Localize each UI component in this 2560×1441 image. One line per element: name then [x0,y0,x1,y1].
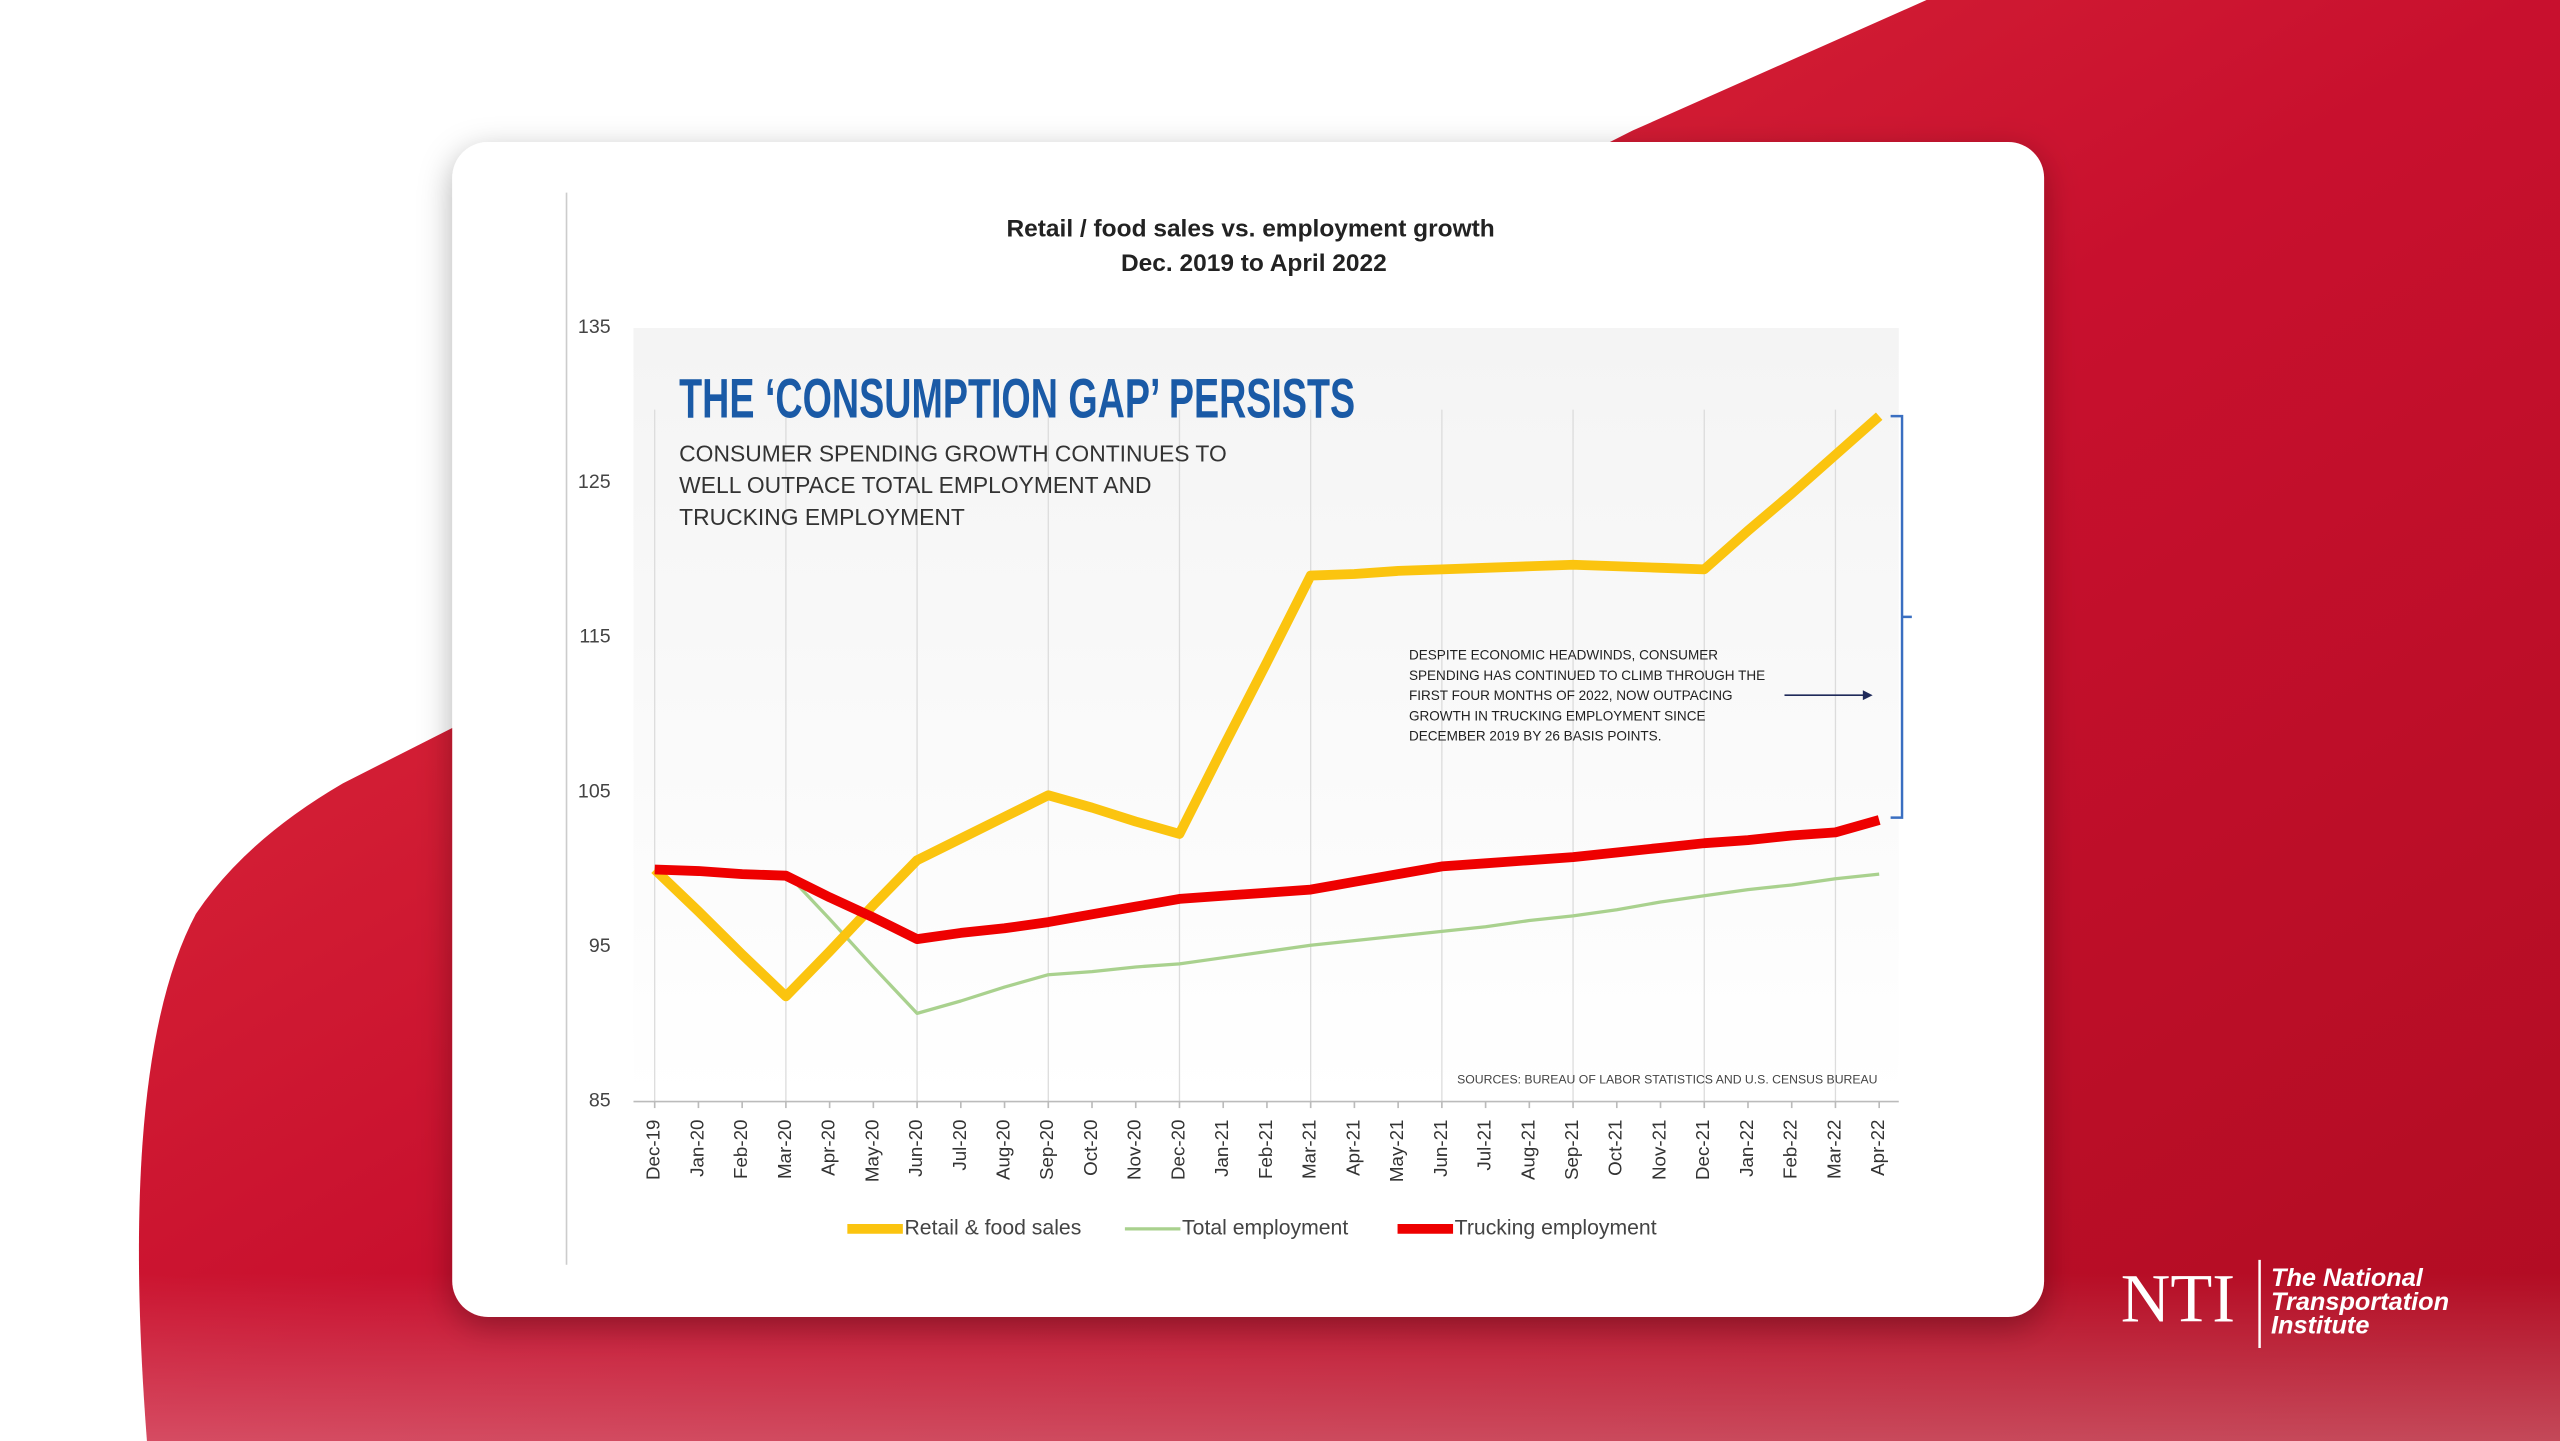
subhead-line: WELL OUTPACE TOTAL EMPLOYMENT AND [679,472,1151,498]
x-tick-label: Nov-20 [1124,1120,1145,1180]
logo-name: Institute [2271,1311,2369,1339]
note-arrowhead [1862,690,1873,701]
x-tick-label: Aug-20 [992,1120,1013,1181]
x-tick-label: Jan-22 [1736,1120,1757,1177]
x-tick-label: Mar-20 [774,1120,795,1179]
x-tick-label: Dec-20 [1167,1120,1188,1180]
plot-area [633,328,1899,1102]
x-tick-label: Sep-21 [1561,1120,1582,1181]
y-tick-label: 135 [578,316,611,338]
legend-label: Retail & food sales [904,1216,1081,1239]
note-line: SPENDING HAS CONTINUED TO CLIMB THROUGH … [1409,668,1765,683]
subhead-line: TRUCKING EMPLOYMENT [679,504,965,530]
x-tick-label: Aug-21 [1517,1120,1538,1181]
series-line [654,815,1881,945]
x-tick-label: Jan-20 [686,1120,707,1177]
x-tick-label: Oct-20 [1080,1120,1101,1176]
gap-bracket [1890,414,1912,819]
series-line [651,412,1883,1002]
subhead-line: CONSUMER SPENDING GROWTH CONTINUES TO [679,440,1227,466]
chart-subtitle: Dec. 2019 to April 2022 [1121,250,1387,277]
x-tick-label: Mar-22 [1823,1120,1844,1179]
legend-label: Trucking employment [1455,1216,1657,1239]
note-line: GROWTH IN TRUCKING EMPLOYMENT SINCE [1409,708,1706,723]
legend-label: Total employment [1182,1216,1348,1239]
x-tick-label: Nov-21 [1648,1120,1669,1180]
x-tick-label: Mar-21 [1299,1120,1320,1179]
note-line: DESPITE ECONOMIC HEADWINDS, CONSUMER [1409,648,1718,663]
note-line: DECEMBER 2019 BY 26 BASIS POINTS. [1409,729,1661,744]
chart-title: Retail / food sales vs. employment growt… [1006,216,1494,243]
x-tick-label: Sep-20 [1036,1120,1057,1181]
x-tick-label: Jul-20 [949,1120,970,1171]
x-tick-label: Apr-20 [818,1120,839,1176]
x-tick-label: Feb-22 [1780,1120,1801,1179]
x-tick-label: Feb-21 [1255,1120,1276,1179]
x-tick-label: Oct-21 [1605,1120,1626,1176]
logo-name: Transportation [2271,1288,2449,1316]
x-tick-label: Jun-21 [1430,1120,1451,1177]
logo-mark: NTI [2121,1260,2235,1336]
note-line: FIRST FOUR MONTHS OF 2022, NOW OUTPACING [1409,688,1733,703]
series-line [654,867,1880,1015]
y-tick-label: 125 [578,471,611,493]
headline: THE ‘CONSUMPTION GAP’ PERSISTS [679,368,1355,430]
x-tick-label: Apr-21 [1342,1120,1363,1176]
y-tick-label: 95 [589,935,611,957]
x-tick-label: Dec-19 [643,1120,664,1180]
logo-name: The National [2271,1264,2424,1292]
x-tick-label: Apr-22 [1867,1120,1888,1176]
y-tick-label: 85 [589,1090,611,1112]
y-tick-label: 105 [578,780,611,802]
x-tick-label: Jun-20 [905,1120,926,1177]
x-tick-label: Jan-21 [1211,1120,1232,1177]
y-tick-label: 115 [579,626,610,648]
source-note: SOURCES: BUREAU OF LABOR STATISTICS AND … [1457,1073,1877,1087]
x-tick-label: Feb-20 [730,1120,751,1179]
x-tick-label: May-21 [1386,1120,1407,1183]
x-tick-label: May-20 [861,1120,882,1183]
x-tick-label: Jul-21 [1474,1120,1495,1171]
x-tick-label: Dec-21 [1692,1120,1713,1180]
